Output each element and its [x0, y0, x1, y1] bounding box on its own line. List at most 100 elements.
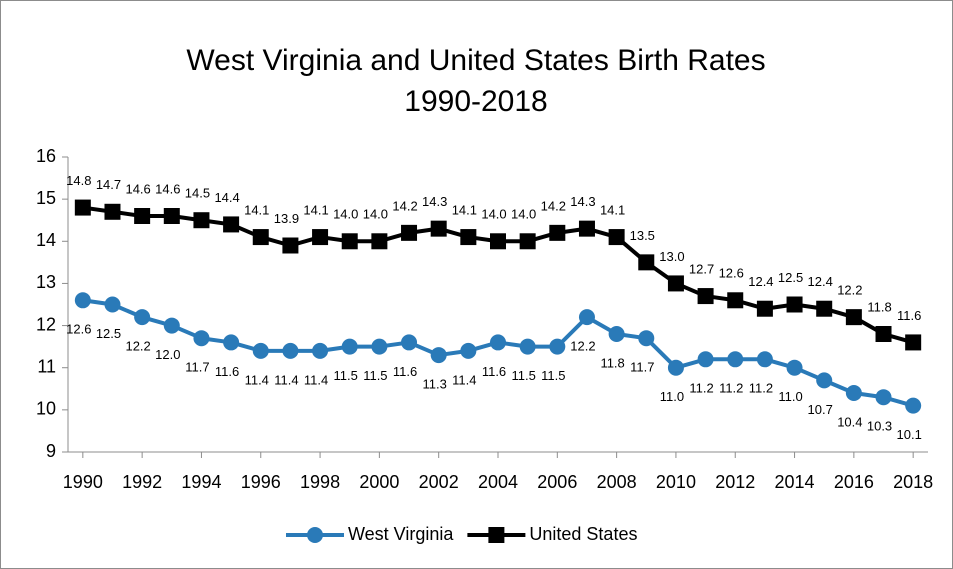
- y-tick-label: 12: [36, 314, 56, 334]
- data-point: [638, 254, 655, 271]
- x-tick-label: 1992: [122, 472, 162, 492]
- legend-marker: [488, 527, 505, 543]
- y-tick-label: 15: [36, 188, 56, 208]
- data-point: [905, 334, 922, 351]
- x-tick-label: 2008: [597, 472, 637, 492]
- data-point: [786, 359, 803, 376]
- data-label: 12.0: [155, 347, 180, 362]
- data-point: [756, 300, 773, 317]
- data-point: [638, 330, 655, 347]
- data-label: 13.9: [274, 211, 299, 226]
- data-point: [223, 216, 240, 233]
- data-label: 11.5: [363, 368, 387, 383]
- data-point: [371, 233, 388, 250]
- data-label: 13.0: [659, 249, 684, 264]
- data-label: 11.7: [185, 360, 209, 375]
- data-point: [905, 397, 922, 414]
- x-tick-label: 2010: [656, 472, 696, 492]
- data-label: 14.4: [214, 190, 239, 205]
- data-label: 12.6: [66, 322, 91, 337]
- data-label: 10.7: [808, 402, 833, 417]
- data-point: [104, 203, 121, 220]
- data-label: 11.8: [600, 355, 624, 370]
- data-point: [341, 233, 358, 250]
- x-tick-label: 1998: [300, 472, 340, 492]
- data-label: 13.5: [630, 228, 655, 243]
- data-label: 12.2: [125, 339, 150, 354]
- data-point: [74, 199, 91, 216]
- data-point: [134, 309, 151, 326]
- data-point: [816, 300, 833, 317]
- data-label: 11.5: [541, 368, 565, 383]
- data-label: 11.6: [482, 364, 506, 379]
- data-point: [430, 220, 447, 237]
- data-label: 14.0: [363, 207, 388, 222]
- data-point: [845, 309, 862, 326]
- data-point: [875, 389, 892, 406]
- data-point: [875, 326, 892, 342]
- data-label: 14.6: [155, 181, 180, 196]
- data-label: 14.2: [392, 198, 417, 213]
- y-tick-label: 16: [36, 146, 56, 166]
- data-point: [786, 296, 803, 313]
- data-label: 12.7: [689, 262, 714, 277]
- chart-title: West Virginia and United States Birth Ra…: [186, 44, 765, 77]
- data-label: 11.7: [630, 360, 654, 375]
- y-tick-label: 9: [46, 441, 56, 461]
- x-tick-label: 1994: [181, 472, 221, 492]
- y-tick-label: 14: [36, 230, 56, 250]
- y-tick-label: 11: [37, 356, 56, 376]
- data-point: [193, 212, 210, 229]
- data-label: 12.2: [570, 339, 595, 354]
- data-label: 11.0: [660, 389, 684, 404]
- data-label: 14.8: [66, 173, 91, 188]
- data-label: 11.2: [749, 381, 773, 396]
- data-point: [578, 220, 595, 237]
- x-tick-label: 2016: [834, 472, 874, 492]
- x-tick-label: 1990: [63, 472, 103, 492]
- data-label: 11.5: [511, 368, 535, 383]
- data-point: [608, 229, 625, 246]
- x-tick-label: 2014: [775, 472, 815, 492]
- data-label: 14.1: [452, 203, 477, 218]
- data-point: [697, 288, 714, 305]
- data-label: 12.4: [748, 274, 773, 289]
- data-point: [490, 334, 506, 351]
- data-point: [163, 317, 180, 334]
- data-label: 11.4: [245, 372, 269, 387]
- data-point: [401, 224, 418, 241]
- data-point: [430, 347, 447, 364]
- data-label: 11.2: [689, 381, 713, 396]
- x-tick-label: 2002: [419, 472, 459, 492]
- data-point: [756, 351, 773, 368]
- data-label: 11.8: [867, 299, 891, 314]
- data-point: [845, 385, 862, 401]
- data-point: [134, 208, 151, 224]
- data-label: 11.6: [393, 364, 417, 379]
- data-label: 11.2: [719, 381, 743, 396]
- data-point: [163, 208, 180, 224]
- data-label: 11.0: [778, 389, 802, 404]
- data-point: [727, 292, 744, 309]
- data-label: 14.0: [481, 207, 506, 222]
- x-tick-label: 2006: [537, 472, 577, 492]
- data-point: [282, 237, 299, 254]
- data-point: [312, 229, 329, 246]
- legend-label: West Virginia: [348, 524, 454, 544]
- data-point: [193, 330, 210, 347]
- data-point: [578, 309, 595, 326]
- data-label: 14.3: [570, 194, 595, 209]
- data-label: 14.0: [511, 207, 536, 222]
- data-point: [667, 275, 684, 292]
- data-label: 12.5: [778, 270, 803, 285]
- legend-marker: [307, 527, 323, 543]
- data-point: [282, 342, 299, 359]
- data-point: [608, 326, 625, 342]
- data-label: 14.7: [96, 177, 121, 192]
- data-point: [104, 296, 121, 313]
- data-label: 14.1: [244, 203, 269, 218]
- data-label: 10.4: [837, 414, 862, 429]
- data-point: [697, 351, 714, 368]
- data-label: 12.5: [96, 326, 121, 341]
